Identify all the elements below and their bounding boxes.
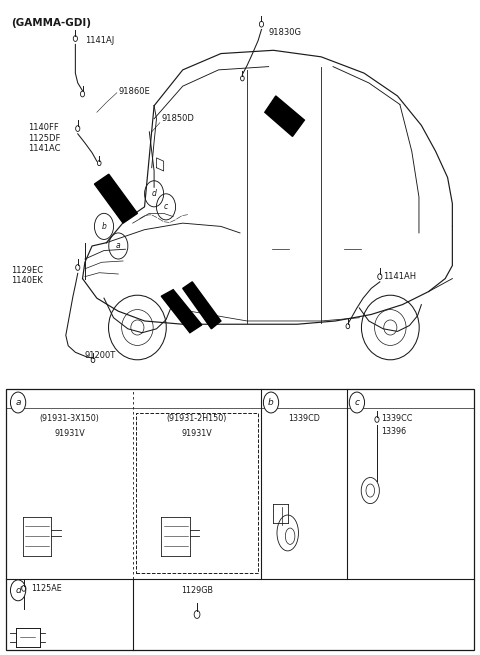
Text: 1129GB: 1129GB bbox=[181, 586, 213, 595]
Text: 91860E: 91860E bbox=[118, 87, 150, 96]
Text: 1141AH: 1141AH bbox=[383, 272, 416, 281]
Text: 1140FF: 1140FF bbox=[28, 123, 59, 132]
Text: 1339CD: 1339CD bbox=[288, 414, 320, 423]
Text: 1140EK: 1140EK bbox=[11, 276, 43, 285]
Circle shape bbox=[349, 392, 364, 413]
Text: 1339CC: 1339CC bbox=[381, 414, 412, 423]
Text: b: b bbox=[102, 222, 107, 231]
Bar bbox=[136, 413, 258, 573]
Text: a: a bbox=[15, 398, 21, 407]
Polygon shape bbox=[183, 282, 221, 329]
Text: d: d bbox=[15, 586, 21, 595]
Text: 91931V: 91931V bbox=[181, 428, 213, 438]
Circle shape bbox=[11, 392, 26, 413]
Text: 13396: 13396 bbox=[381, 427, 406, 436]
Bar bbox=[6, 390, 474, 650]
Text: 1141AJ: 1141AJ bbox=[85, 36, 114, 45]
Text: (GAMMA-GDI): (GAMMA-GDI) bbox=[11, 18, 91, 28]
Text: a: a bbox=[116, 242, 120, 250]
Text: (91931-2H150): (91931-2H150) bbox=[167, 414, 227, 423]
Circle shape bbox=[11, 580, 26, 601]
Text: 91200T: 91200T bbox=[85, 351, 116, 360]
Text: b: b bbox=[268, 398, 274, 407]
Polygon shape bbox=[265, 96, 304, 136]
Text: 1141AC: 1141AC bbox=[28, 144, 60, 153]
Text: c: c bbox=[164, 202, 168, 212]
Text: 1129EC: 1129EC bbox=[11, 266, 43, 274]
Polygon shape bbox=[161, 290, 202, 333]
Circle shape bbox=[264, 392, 279, 413]
Text: 1125AE: 1125AE bbox=[32, 584, 62, 593]
Text: 1125DF: 1125DF bbox=[28, 134, 60, 143]
Text: c: c bbox=[354, 398, 360, 407]
Polygon shape bbox=[95, 174, 137, 223]
Text: d: d bbox=[152, 189, 156, 198]
Text: (91931-3X150): (91931-3X150) bbox=[39, 414, 99, 423]
Text: 91830G: 91830G bbox=[269, 28, 301, 37]
Text: 91931V: 91931V bbox=[54, 428, 85, 438]
Text: 91850D: 91850D bbox=[161, 114, 194, 123]
